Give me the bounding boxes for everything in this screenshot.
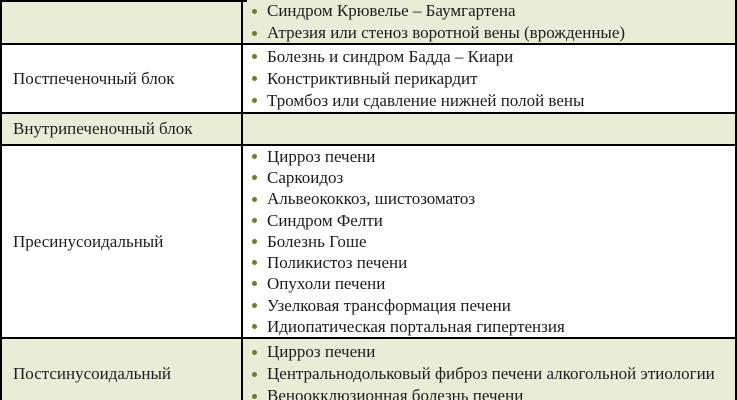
- bullet-list: Цирроз печени Центральнодольковый фиброз …: [250, 341, 735, 400]
- table-row: Постпеченочный блок Болезнь и синдром Ба…: [2, 45, 735, 114]
- row-label-cell: Пресинусоидальный: [2, 146, 243, 337]
- list-item-text: Болезнь и синдром Бадда – Киари: [267, 46, 514, 66]
- table-row: Пресинусоидальный Цирроз печени Саркоидоз…: [2, 146, 735, 339]
- table-row: Внутрипеченочный блок: [2, 114, 735, 146]
- list-item: Опухоли печени: [250, 273, 735, 294]
- list-item-text: Поликистоз печени: [267, 253, 408, 273]
- bullet-icon: [252, 349, 257, 355]
- list-item-text: Саркоидоз: [267, 168, 344, 188]
- list-item: Цирроз печени: [250, 146, 735, 167]
- list-item: Синдром Фелти: [250, 210, 735, 231]
- bullet-icon: [252, 238, 257, 244]
- list-item-text: Цирроз печени: [267, 342, 376, 361]
- list-item: Цирроз печени: [250, 341, 735, 363]
- list-item-text: Альвеококкоз, шистозоматоз: [267, 189, 476, 209]
- row-items-cell: Цирроз печени Саркоидоз Альвеококкоз, шист…: [243, 146, 735, 337]
- bullet-icon: [252, 154, 257, 160]
- list-item-text: Синдром Крювелье – Баумгартена: [267, 1, 516, 20]
- row-label: Постсинусоидальный: [13, 364, 171, 383]
- list-item-text: Болезнь Гоше: [267, 231, 367, 251]
- list-item: Веноокклюзионная болезнь печени: [250, 385, 735, 400]
- list-item: Идиопатическая портальная гипертензия: [250, 316, 735, 337]
- list-item: Констриктивный перикардит: [250, 68, 735, 90]
- row-label-cell: Постсинусоидальный: [2, 339, 243, 400]
- bullet-icon: [252, 281, 257, 287]
- list-item: Центральнодольковый фиброз печени алкого…: [250, 363, 735, 385]
- bullet-icon: [252, 260, 257, 266]
- list-item-text: Констриктивный перикардит: [267, 68, 478, 88]
- bullet-icon: [252, 323, 257, 329]
- list-item: Альвеококкоз, шистозоматоз: [250, 188, 735, 209]
- bullet-icon: [252, 196, 257, 202]
- list-item: Атрезия или стеноз воротной вены (врожде…: [250, 22, 735, 43]
- row-label-cell: Постпеченочный блок: [2, 45, 243, 112]
- list-item-text: Идиопатическая портальная гипертензия: [267, 316, 565, 336]
- row-items-cell: Синдром Крювелье – Баумгартена Атрезия ил…: [243, 0, 735, 43]
- bullet-list: Болезнь и синдром Бадда – Киари Констрикт…: [250, 46, 735, 112]
- list-item-text: Атрезия или стеноз воротной вены (врожде…: [267, 23, 626, 42]
- list-item-text: Опухоли печени: [267, 274, 386, 294]
- cell-top-border-line: [2, 0, 247, 2]
- list-item: Болезнь Гоше: [250, 231, 735, 252]
- list-item: Саркоидоз: [250, 167, 735, 188]
- row-label-cell: Внутрипеченочный блок: [2, 114, 243, 144]
- row-items-cell: Цирроз печени Центральнодольковый фиброз …: [243, 339, 735, 400]
- list-item-text: Веноокклюзионная болезнь печени: [267, 386, 524, 400]
- bullet-icon: [252, 175, 257, 181]
- bullet-icon: [252, 54, 257, 59]
- table-row: Постсинусоидальный Цирроз печени Централь…: [2, 339, 735, 400]
- list-item-text: Узелковая трансформация печени: [267, 295, 511, 315]
- row-label: Постпеченочный блок: [13, 68, 175, 88]
- bullet-icon: [252, 302, 257, 308]
- bullet-icon: [252, 393, 257, 399]
- bullet-icon: [252, 30, 257, 36]
- list-item-text: Цирроз печени: [267, 147, 376, 167]
- bullet-icon: [252, 98, 257, 103]
- list-item: Болезнь и синдром Бадда – Киари: [250, 46, 735, 68]
- table-row: Синдром Крювелье – Баумгартена Атрезия ил…: [2, 0, 735, 45]
- list-item-text: Тромбоз или сдавление нижней полой вены: [267, 90, 585, 110]
- list-item: Узелковая трансформация печени: [250, 295, 735, 316]
- bullet-icon: [252, 371, 257, 377]
- row-items-cell: Болезнь и синдром Бадда – Киари Констрикт…: [243, 45, 735, 112]
- row-label-cell: [2, 0, 243, 43]
- list-item: Синдром Крювелье – Баумгартена: [250, 0, 735, 22]
- list-item-text: Центральнодольковый фиброз печени алкого…: [267, 364, 715, 383]
- bullet-list: Цирроз печени Саркоидоз Альвеококкоз, шист…: [250, 146, 735, 337]
- bullet-icon: [252, 76, 257, 81]
- row-label: Внутрипеченочный блок: [13, 119, 193, 138]
- bullet-icon: [252, 8, 257, 14]
- row-items-cell: [243, 114, 735, 144]
- list-item: Поликистоз печени: [250, 252, 735, 273]
- list-item: Тромбоз или сдавление нижней полой вены: [250, 90, 735, 112]
- bullet-icon: [252, 217, 257, 223]
- bullet-list: Синдром Крювелье – Баумгартена Атрезия ил…: [250, 0, 735, 43]
- list-item-text: Синдром Фелти: [267, 210, 383, 230]
- row-label: Пресинусоидальный: [13, 231, 164, 251]
